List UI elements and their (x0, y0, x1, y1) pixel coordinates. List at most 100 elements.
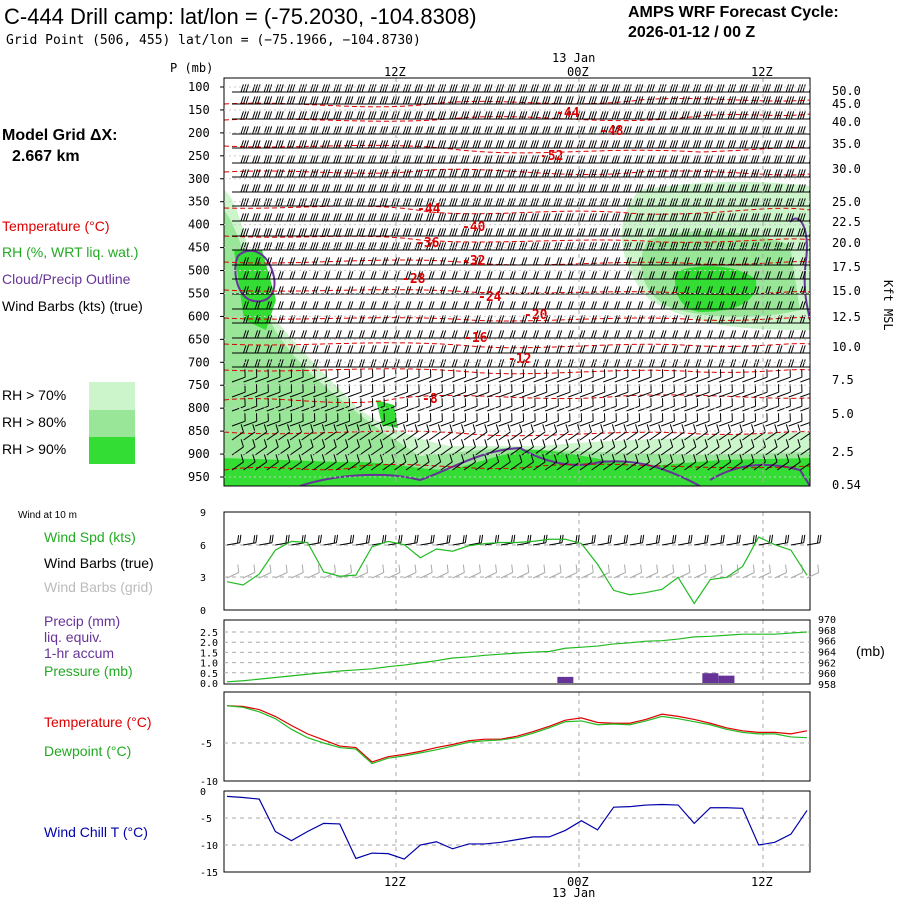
wind-barb-shaft (637, 420, 652, 427)
wind-barb-flag (489, 345, 493, 354)
wind-barb-flag (405, 228, 409, 237)
wind-barb-flag (752, 564, 755, 573)
wind-barb-flag (368, 96, 372, 105)
wind-barb-flag (500, 96, 505, 105)
wind-barb-flag (697, 111, 702, 120)
wind-barb-shaft (394, 446, 407, 456)
wind-barb-flag (391, 424, 395, 433)
wind-barb-flag (721, 213, 725, 222)
pressure-tick-label-right: 964 (818, 648, 836, 659)
wind-barb-flag (349, 286, 354, 295)
wind-barb-flag (254, 286, 259, 295)
wind-barb-flag (335, 271, 340, 280)
wind-barb-flag (634, 155, 639, 164)
wind-barb-flag (693, 454, 697, 463)
wind-barb-shaft (788, 391, 803, 398)
wind-barb-flag (442, 96, 447, 105)
wind-barb-flag (407, 84, 412, 93)
wind-barb-flag (298, 169, 302, 178)
wind-barb-flag (301, 96, 305, 105)
wind-barb-flag (669, 169, 674, 178)
wind-barb-flag (512, 155, 516, 164)
wind-barb-shaft (556, 376, 571, 383)
wind-barb-flag (396, 345, 400, 354)
wind-barb-flag (344, 198, 349, 207)
wind-barb-flag (266, 286, 270, 295)
wind-barb-flag (649, 359, 653, 368)
wind-barb-flag (451, 155, 456, 164)
wind-barb-flag (639, 271, 644, 280)
wind-barb-flag (672, 271, 676, 280)
wind-barb-flag (779, 286, 783, 295)
wind-barb-flag (275, 169, 279, 178)
wind-barb-flag (577, 534, 580, 543)
wind-barb-flag (324, 345, 328, 354)
wind-barb-flag (361, 286, 365, 295)
wind-barb-flag (263, 424, 268, 433)
wind-barb-flag (500, 184, 505, 193)
wind-barb-flag (544, 315, 549, 324)
wind-barb-shaft (790, 572, 803, 579)
wind-barb-flag (379, 198, 384, 207)
wind-barb-flag (744, 271, 748, 280)
height-tick-label: 35.0 (832, 137, 861, 151)
wind-barb-shaft (278, 420, 292, 427)
wind-barb-flag (462, 535, 465, 544)
wind-barb-flag (649, 213, 653, 222)
wind-barb-flag (709, 271, 713, 280)
wind-barb-flag (280, 169, 284, 178)
wind-barb-flag (623, 169, 627, 178)
wind-barb-flag (347, 126, 351, 135)
wind-barb-flag (266, 345, 270, 354)
wind-barb-flag (593, 213, 597, 222)
wind-barb-flag (704, 213, 708, 222)
wind-barb-flag (753, 213, 757, 222)
wind-barb-shaft (556, 391, 571, 398)
wind-barb-flag (570, 213, 574, 222)
wind-barb-flag (767, 271, 771, 280)
wind-barb-flag (349, 359, 354, 368)
wind-barb-flag (785, 155, 790, 164)
wind-barb-flag (356, 184, 360, 193)
wind-barb-flag (280, 315, 284, 324)
wind-barb-flag (567, 359, 572, 368)
wind-barb-flag (495, 228, 500, 237)
wind-barb-flag (240, 454, 244, 463)
wind-barb-shaft (231, 420, 246, 427)
wind-tick-label: 3 (200, 573, 206, 584)
wind-barb-flag (623, 96, 627, 105)
wind-barb-flag (623, 140, 627, 149)
wind-barb-flag (741, 213, 746, 222)
wind-barb-flag (553, 242, 558, 251)
wind-barb-flag (660, 184, 665, 193)
wind-barb-flag (721, 242, 725, 251)
wind-barb-shaft (312, 431, 325, 441)
wind-barb-flag (312, 301, 317, 310)
wind-barb-flag (359, 330, 363, 339)
wind-barb-flag (651, 140, 655, 149)
wind-barb-flag (814, 184, 816, 192)
wind-barb-flag (245, 330, 249, 339)
wind-barb-flag (440, 330, 444, 339)
wind-barb-flag (347, 271, 351, 280)
wind-barb-flag (672, 257, 676, 266)
wind-barb-flag (460, 169, 465, 178)
wind-barb-flag (428, 111, 433, 120)
wind-barb-flag (315, 359, 319, 368)
wind-barb-flag (465, 228, 470, 237)
wind-barb-flag (428, 286, 433, 295)
wind-barb-flag (417, 228, 421, 237)
wind-barb-shaft (370, 461, 383, 471)
wind-barb-flag (384, 286, 389, 295)
wind-barb-flag (637, 271, 641, 280)
time-tick-bottom: 12Z (751, 875, 773, 889)
wind-barb-flag (767, 84, 771, 93)
wind-barb-flag (674, 301, 679, 310)
wind-barb-shaft (684, 376, 698, 383)
wind-barb-flag (753, 242, 757, 251)
wind-barb-flag (730, 169, 734, 178)
wind-barb-shaft (289, 420, 304, 427)
wind-barb-flag (379, 96, 384, 105)
wind-barb-flag (414, 242, 418, 251)
wind-barb-flag (785, 111, 790, 120)
